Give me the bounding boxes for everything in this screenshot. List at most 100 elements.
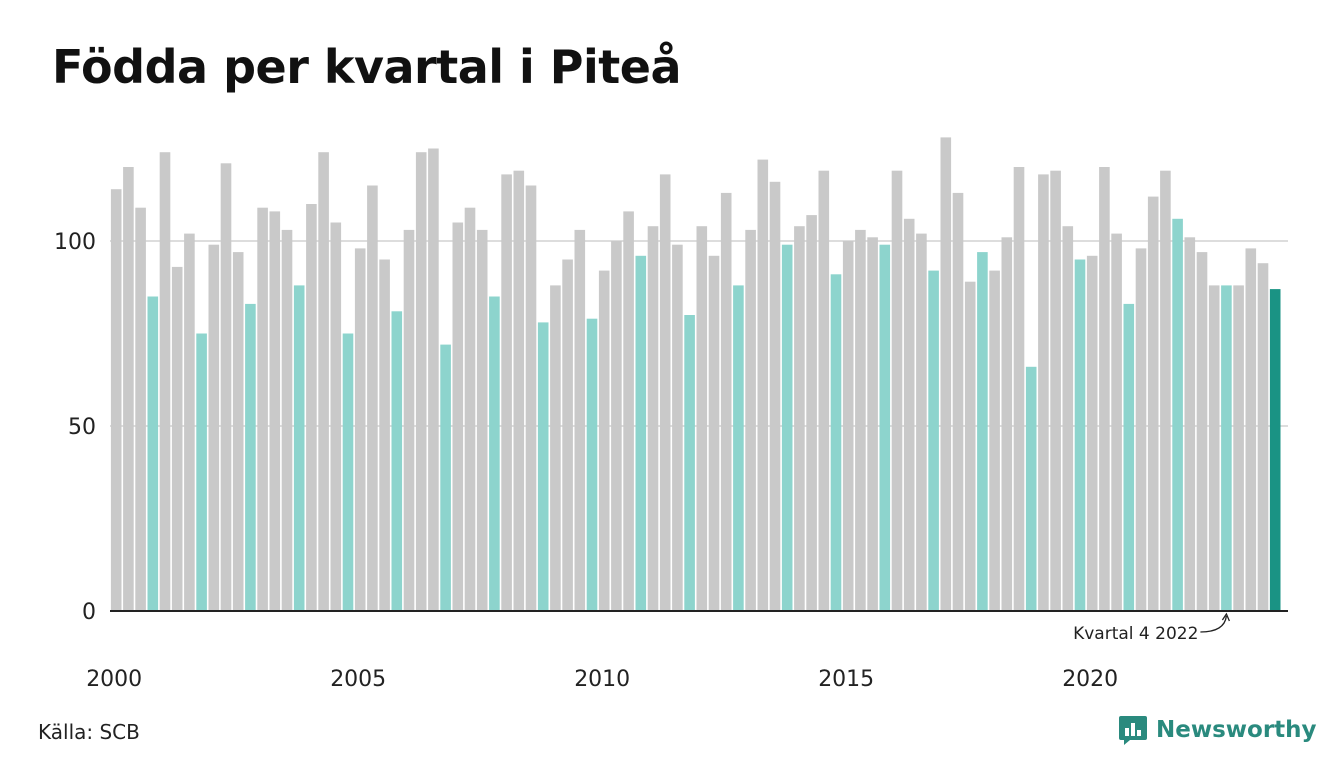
bar xyxy=(964,281,976,611)
bar xyxy=(171,266,183,611)
y-tick-label: 0 xyxy=(82,600,96,625)
bars xyxy=(110,137,1281,612)
bar xyxy=(830,274,842,611)
bar xyxy=(208,244,220,611)
bar xyxy=(977,252,988,611)
bar xyxy=(1221,285,1232,611)
bar xyxy=(464,207,476,611)
bar xyxy=(611,241,622,611)
bar xyxy=(1013,167,1025,611)
bar xyxy=(586,318,598,611)
source-label: Källa: SCB xyxy=(38,720,140,744)
bar xyxy=(318,152,329,611)
bar xyxy=(1269,289,1281,611)
bar xyxy=(818,170,830,611)
bar xyxy=(1196,252,1208,611)
bar xyxy=(940,137,952,611)
bar xyxy=(903,218,915,612)
bar xyxy=(1147,196,1159,611)
bar xyxy=(989,270,1000,611)
bar xyxy=(1172,218,1183,612)
bar xyxy=(440,344,451,611)
bar xyxy=(635,255,647,612)
bar xyxy=(403,229,415,611)
bar xyxy=(879,244,891,611)
bar xyxy=(598,270,610,611)
bar xyxy=(184,233,195,611)
bar xyxy=(342,333,354,611)
bar xyxy=(135,207,146,611)
bar xyxy=(855,229,866,611)
bar xyxy=(1062,226,1074,611)
bar xyxy=(1111,233,1122,611)
bar xyxy=(245,303,256,611)
bar xyxy=(696,226,708,611)
bar xyxy=(330,222,342,611)
bar xyxy=(794,226,805,611)
bar xyxy=(501,174,512,611)
bar xyxy=(269,211,281,611)
x-tick-label: 2010 xyxy=(574,667,630,692)
chart-title: Födda per kvartal i Piteå xyxy=(52,40,682,94)
bar xyxy=(257,207,268,611)
bar xyxy=(916,233,927,611)
bar xyxy=(476,229,488,611)
bar xyxy=(842,241,854,611)
bar xyxy=(1160,170,1171,611)
bar xyxy=(659,174,671,611)
bar xyxy=(708,255,720,612)
bar xyxy=(354,248,366,611)
bar xyxy=(428,148,439,611)
bar xyxy=(550,285,561,611)
bar xyxy=(159,152,171,611)
bar xyxy=(1074,259,1086,611)
bar xyxy=(1135,248,1147,611)
y-tick-label: 50 xyxy=(68,415,96,440)
bar xyxy=(232,252,244,611)
bar xyxy=(769,181,781,612)
bar xyxy=(1099,167,1110,611)
bar xyxy=(1208,285,1220,611)
bar xyxy=(1184,237,1196,612)
bar xyxy=(757,159,769,611)
bar xyxy=(781,244,793,611)
bar xyxy=(1086,255,1098,612)
bar xyxy=(1001,237,1013,612)
bar xyxy=(574,229,586,611)
bar xyxy=(562,259,573,611)
bar xyxy=(1245,248,1257,611)
bar xyxy=(513,170,525,611)
bar xyxy=(293,285,305,611)
bar xyxy=(123,167,134,611)
bar xyxy=(1233,285,1244,611)
x-tick-label: 2005 xyxy=(330,667,386,692)
brand-name: Newsworthy xyxy=(1156,717,1317,743)
bar xyxy=(379,259,390,611)
bar xyxy=(537,322,549,611)
x-tick-label: 2020 xyxy=(1062,667,1118,692)
annotation-arrowhead xyxy=(1221,612,1230,622)
axes: 2000 2005 2010 2015 2020 xyxy=(86,610,1288,692)
bar xyxy=(952,192,964,611)
bar xyxy=(672,244,683,611)
bar xyxy=(110,189,122,611)
bar xyxy=(1025,366,1037,611)
bar xyxy=(415,152,427,611)
bar xyxy=(1038,174,1049,611)
annotation-arrow xyxy=(1200,615,1228,633)
brand-logo[interactable]: Newsworthy xyxy=(1118,714,1317,746)
bar xyxy=(196,333,207,611)
bar xyxy=(891,170,903,611)
bar xyxy=(1123,303,1135,611)
bar xyxy=(684,315,695,611)
bar xyxy=(220,163,232,612)
newsworthy-logo-icon xyxy=(1119,716,1147,745)
bar xyxy=(745,229,756,611)
bar xyxy=(306,204,317,611)
bar xyxy=(928,270,939,611)
bar xyxy=(147,296,159,611)
x-tick-label: 2000 xyxy=(86,667,142,692)
bar xyxy=(367,185,378,611)
bar xyxy=(806,215,817,611)
